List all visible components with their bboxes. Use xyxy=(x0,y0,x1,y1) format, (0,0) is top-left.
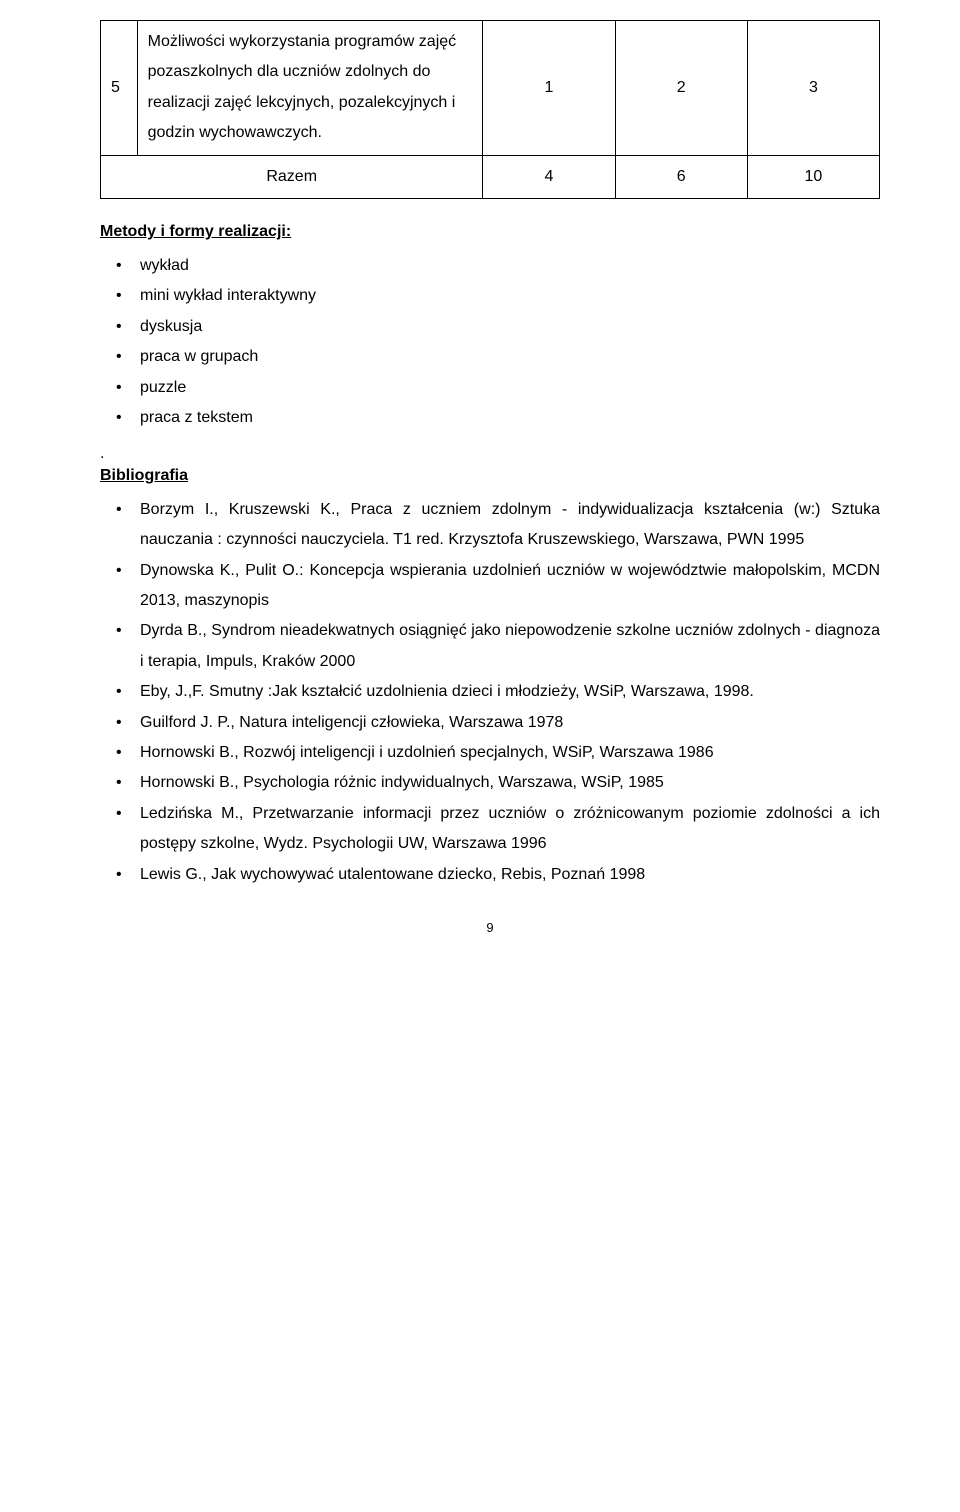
bibliography-text: Eby, J.,F. Smutny :Jak kształcić uzdolni… xyxy=(140,683,754,700)
separator-dot: . xyxy=(100,441,880,467)
sum-label: Razem xyxy=(101,155,483,198)
row-value-3: 3 xyxy=(747,21,879,156)
table-sum-row: Razem 4 6 10 xyxy=(101,155,880,198)
bibliography-text: Hornowski B., Rozwój inteligencji i uzdo… xyxy=(140,744,714,761)
bibliography-text: Dyrda B., Syndrom nieadekwatnych osiągni… xyxy=(140,622,880,669)
methods-heading: Metody i formy realizacji: xyxy=(100,223,880,241)
bibliography-item: Dynowska K., Pulit O.: Koncepcja wspiera… xyxy=(100,556,880,617)
bibliography-item: Dyrda B., Syndrom nieadekwatnych osiągni… xyxy=(100,616,880,677)
bibliography-heading: Bibliografia xyxy=(100,467,880,485)
content-table: 5 Możliwości wykorzystania programów zaj… xyxy=(100,20,880,199)
sum-value-1: 4 xyxy=(483,155,615,198)
bibliography-item: Hornowski B., Rozwój inteligencji i uzdo… xyxy=(100,738,880,768)
bibliography-item: Ledzińska M., Przetwarzanie informacji p… xyxy=(100,799,880,860)
sum-value-2: 6 xyxy=(615,155,747,198)
page-number: 9 xyxy=(100,920,880,935)
sum-value-3: 10 xyxy=(747,155,879,198)
list-item: puzzle xyxy=(140,373,880,403)
row-number: 5 xyxy=(101,21,138,156)
methods-list: wykład mini wykład interaktywny dyskusja… xyxy=(100,251,880,433)
bibliography-text: Borzym I., Kruszewski K., Praca z ucznie… xyxy=(140,501,880,548)
list-item: mini wykład interaktywny xyxy=(140,281,880,311)
bibliography-item: Eby, J.,F. Smutny :Jak kształcić uzdolni… xyxy=(100,677,880,707)
list-item: praca w grupach xyxy=(140,342,880,372)
row-value-1: 1 xyxy=(483,21,615,156)
bibliography-item: Hornowski B., Psychologia różnic indywid… xyxy=(100,768,880,798)
bibliography-item: Borzym I., Kruszewski K., Praca z ucznie… xyxy=(100,495,880,556)
row-value-2: 2 xyxy=(615,21,747,156)
list-item: wykład xyxy=(140,251,880,281)
list-item: dyskusja xyxy=(140,312,880,342)
row-description: Możliwości wykorzystania programów zajęć… xyxy=(137,21,483,156)
bibliography-item: Guilford J. P., Natura inteligencji czło… xyxy=(100,708,880,738)
bibliography-text: Dynowska K., Pulit O.: Koncepcja wspiera… xyxy=(140,562,880,609)
bibliography-list: Borzym I., Kruszewski K., Praca z ucznie… xyxy=(100,495,880,890)
bibliography-text: Ledzińska M., Przetwarzanie informacji p… xyxy=(140,805,880,852)
bibliography-text: Guilford J. P., Natura inteligencji czło… xyxy=(140,714,563,731)
table-row: 5 Możliwości wykorzystania programów zaj… xyxy=(101,21,880,156)
bibliography-text: Lewis G., Jak wychowywać utalentowane dz… xyxy=(140,866,645,883)
list-item: praca z tekstem xyxy=(140,403,880,433)
bibliography-text: Hornowski B., Psychologia różnic indywid… xyxy=(140,774,664,791)
bibliography-item: Lewis G., Jak wychowywać utalentowane dz… xyxy=(100,860,880,890)
